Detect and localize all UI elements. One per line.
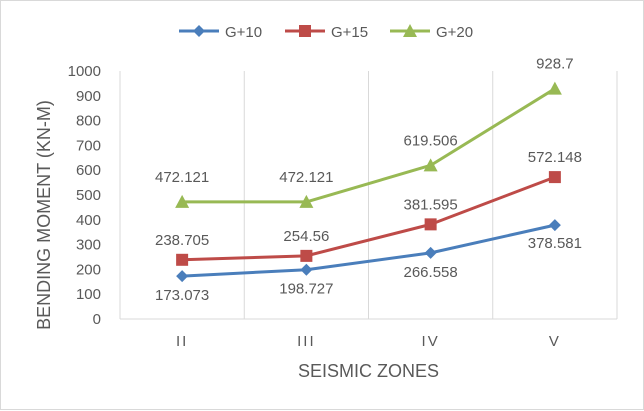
data-point	[300, 249, 313, 262]
data-point	[548, 171, 561, 184]
series-g20	[175, 81, 562, 208]
legend-label: G+20	[436, 24, 473, 41]
y-tick-label: 100	[76, 286, 101, 303]
y-tick-label: 1000	[68, 63, 101, 80]
data-point	[300, 263, 313, 276]
data-label: 472.121	[155, 169, 209, 186]
x-tick-label: IV	[422, 333, 440, 350]
y-axis-ticks: 0 100 200 300 400 500 600 700 800 900 1000	[68, 63, 101, 328]
data-label: 472.121	[279, 169, 333, 186]
x-axis-ticks: II III IV V	[176, 333, 561, 350]
data-label: 928.7	[536, 56, 574, 73]
x-tick-label: V	[549, 333, 561, 350]
y-tick-label: 700	[76, 137, 101, 154]
series-line	[182, 87, 556, 204]
data-label: 173.073	[155, 287, 209, 304]
y-tick-label: 200	[76, 261, 101, 278]
legend-item: G+15	[285, 24, 368, 41]
y-tick-label: 600	[76, 162, 101, 179]
data-label: 266.558	[404, 264, 458, 281]
legend-item: G+20	[390, 24, 473, 41]
x-axis-title: SEISMIC ZONES	[298, 361, 439, 381]
data-labels-group: 173.073 198.727 266.558 378.581 238.705 254.5…	[155, 56, 582, 304]
series-g15	[176, 171, 561, 266]
data-point	[175, 194, 190, 208]
legend: G+10 G+15 G+20	[179, 24, 473, 41]
legend-item: G+10	[179, 24, 262, 41]
y-tick-label: 900	[76, 88, 101, 105]
data-point	[424, 218, 437, 231]
series-group	[175, 81, 562, 283]
y-tick-label: 400	[76, 212, 101, 229]
y-tick-label: 800	[76, 113, 101, 130]
x-tick-label: II	[176, 333, 188, 350]
legend-label: G+15	[331, 24, 368, 41]
data-point	[547, 81, 562, 95]
x-tick-label: III	[297, 333, 316, 350]
data-point	[424, 246, 437, 259]
data-label: 572.148	[528, 149, 582, 166]
data-point	[548, 219, 561, 232]
y-axis-title: BENDING MOMENT (KN-M)	[34, 100, 54, 330]
legend-label: G+10	[225, 24, 262, 41]
y-tick-label: 0	[93, 311, 101, 328]
data-label: 254.56	[283, 228, 329, 245]
legend-marker	[299, 25, 311, 37]
series-line	[182, 175, 556, 262]
y-tick-label: 300	[76, 237, 101, 254]
series-g10	[176, 219, 561, 283]
legend-marker	[193, 25, 205, 37]
data-label: 381.595	[404, 196, 458, 213]
data-point	[423, 158, 438, 172]
series-line	[182, 223, 556, 278]
grid-lines	[119, 71, 618, 320]
data-label: 619.506	[404, 132, 458, 149]
data-label: 198.727	[279, 281, 333, 298]
y-tick-label: 500	[76, 187, 101, 204]
data-point	[176, 270, 189, 283]
data-point	[176, 253, 189, 266]
legend-marker	[403, 24, 417, 37]
data-label: 238.705	[155, 232, 209, 249]
data-point	[299, 194, 314, 208]
data-label: 378.581	[528, 235, 582, 252]
